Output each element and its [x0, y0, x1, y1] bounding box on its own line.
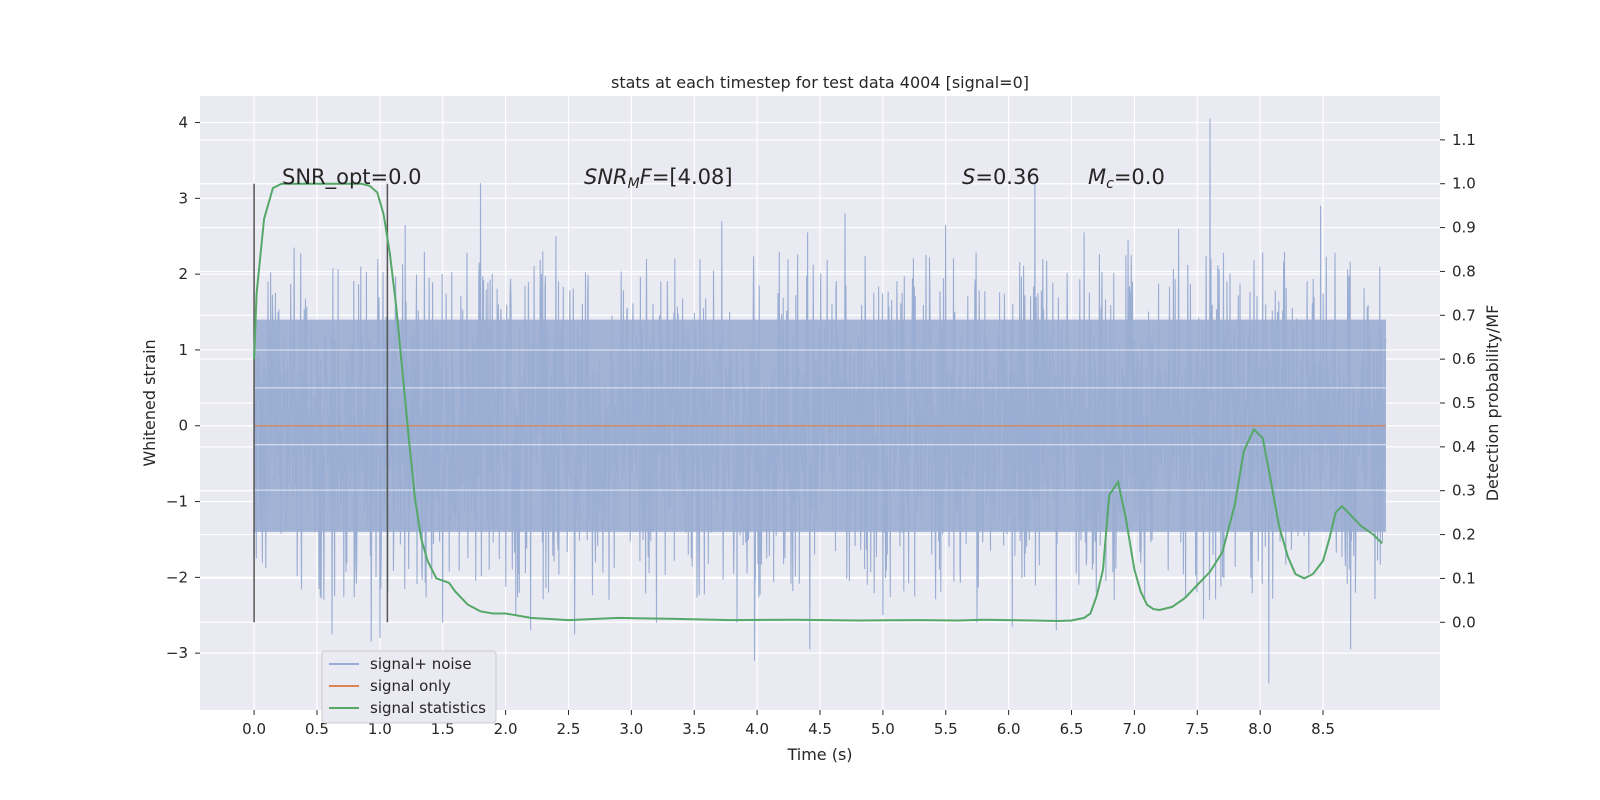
x-tick-label: 0.5	[305, 720, 329, 738]
y2-tick-label: 1.0	[1452, 175, 1476, 193]
y2-axis-title: Detection probability/MF	[1483, 305, 1502, 502]
s-symbol: S	[962, 165, 975, 189]
x-tick-label: 0.0	[242, 720, 266, 738]
chart-title: stats at each timestep for test data 400…	[611, 73, 1029, 92]
y2-axis-ticks: 1.1 1.0 0.9 0.8 0.7 0.6 0.5 0.4 0.3 0.2 0.1 0.0	[1440, 131, 1476, 631]
y-tick-label: 0	[178, 417, 188, 435]
snr-mf-f: F	[640, 165, 653, 189]
mc-symbol: M	[1088, 165, 1106, 189]
x-tick-label: 6.0	[997, 720, 1021, 738]
x-tick-label: 3.5	[682, 720, 706, 738]
snr-mf-subscript: M	[628, 176, 640, 192]
mc-subscript: c	[1106, 176, 1114, 192]
y-axis-title: Whitened strain	[140, 339, 159, 466]
legend-label-signal-noise: signal+ noise	[370, 655, 472, 673]
x-tick-label: 7.0	[1122, 720, 1146, 738]
statistics-line	[253, 182, 1383, 623]
y-tick-label: 4	[178, 114, 188, 132]
y-tick-label: −3	[166, 644, 188, 662]
y-tick-label: 3	[178, 189, 188, 207]
mc-value: =0.0	[1114, 165, 1165, 189]
y2-tick-label: 0.1	[1452, 569, 1476, 587]
x-tick-label: 8.5	[1311, 720, 1335, 738]
mc-annotation: Mc=0.0	[1088, 165, 1165, 192]
x-tick-label: 2.5	[557, 720, 581, 738]
x-tick-label: 5.5	[934, 720, 958, 738]
s-annotation: S=0.36	[962, 165, 1040, 189]
y2-tick-label: 0.2	[1452, 526, 1476, 544]
x-tick-label: 7.5	[1185, 720, 1209, 738]
x-axis-ticks: 0.0 0.5 1.0 1.5 2.0 2.5 3.0 3.5 4.0 4.5 5.0 5.5 6.0 6…	[242, 710, 1335, 738]
y-tick-label: 2	[178, 265, 188, 283]
x-axis-title: Time (s)	[786, 745, 852, 764]
x-tick-label: 6.5	[1060, 720, 1084, 738]
y2-tick-label: 0.9	[1452, 219, 1476, 237]
snr-mf-symbol: SNR	[584, 165, 628, 189]
y2-tick-label: 0.7	[1452, 306, 1476, 324]
y2-tick-label: 0.3	[1452, 482, 1476, 500]
y-tick-label: 1	[178, 341, 188, 359]
y2-tick-label: 0.0	[1452, 613, 1476, 631]
y2-tick-label: 0.8	[1452, 262, 1476, 280]
y2-tick-label: 0.5	[1452, 394, 1476, 412]
legend: signal+ noise signal only signal statist…	[321, 650, 497, 724]
x-tick-label: 2.0	[494, 720, 518, 738]
y-axis-ticks: 4 3 2 1 0 −1 −2 −3	[166, 114, 200, 662]
y-tick-label: −2	[166, 568, 188, 586]
legend-label-signal-statistics: signal statistics	[370, 699, 486, 717]
x-tick-label: 5.0	[871, 720, 895, 738]
legend-box	[321, 650, 497, 724]
noise-line	[253, 118, 1387, 684]
y-tick-label: −1	[166, 493, 188, 511]
x-tick-label: 4.0	[745, 720, 769, 738]
y2-tick-label: 0.4	[1452, 438, 1476, 456]
snr-opt-annotation: SNR_opt=0.0	[282, 165, 422, 190]
y2-tick-label: 1.1	[1452, 131, 1476, 149]
vertical-markers	[253, 183, 389, 623]
x-tick-label: 3.0	[619, 720, 643, 738]
snr-mf-annotation: SNRMF=[4.08]	[584, 165, 733, 192]
x-tick-label: 8.0	[1248, 720, 1272, 738]
snr-mf-value: =[4.08]	[652, 165, 733, 189]
y2-tick-label: 0.6	[1452, 350, 1476, 368]
x-tick-label: 4.5	[808, 720, 832, 738]
s-value: =0.36	[975, 165, 1039, 189]
x-tick-label: 1.5	[431, 720, 455, 738]
x-tick-label: 1.0	[368, 720, 392, 738]
series-signal-statistics	[253, 182, 1383, 623]
legend-label-signal-only: signal only	[370, 677, 451, 695]
